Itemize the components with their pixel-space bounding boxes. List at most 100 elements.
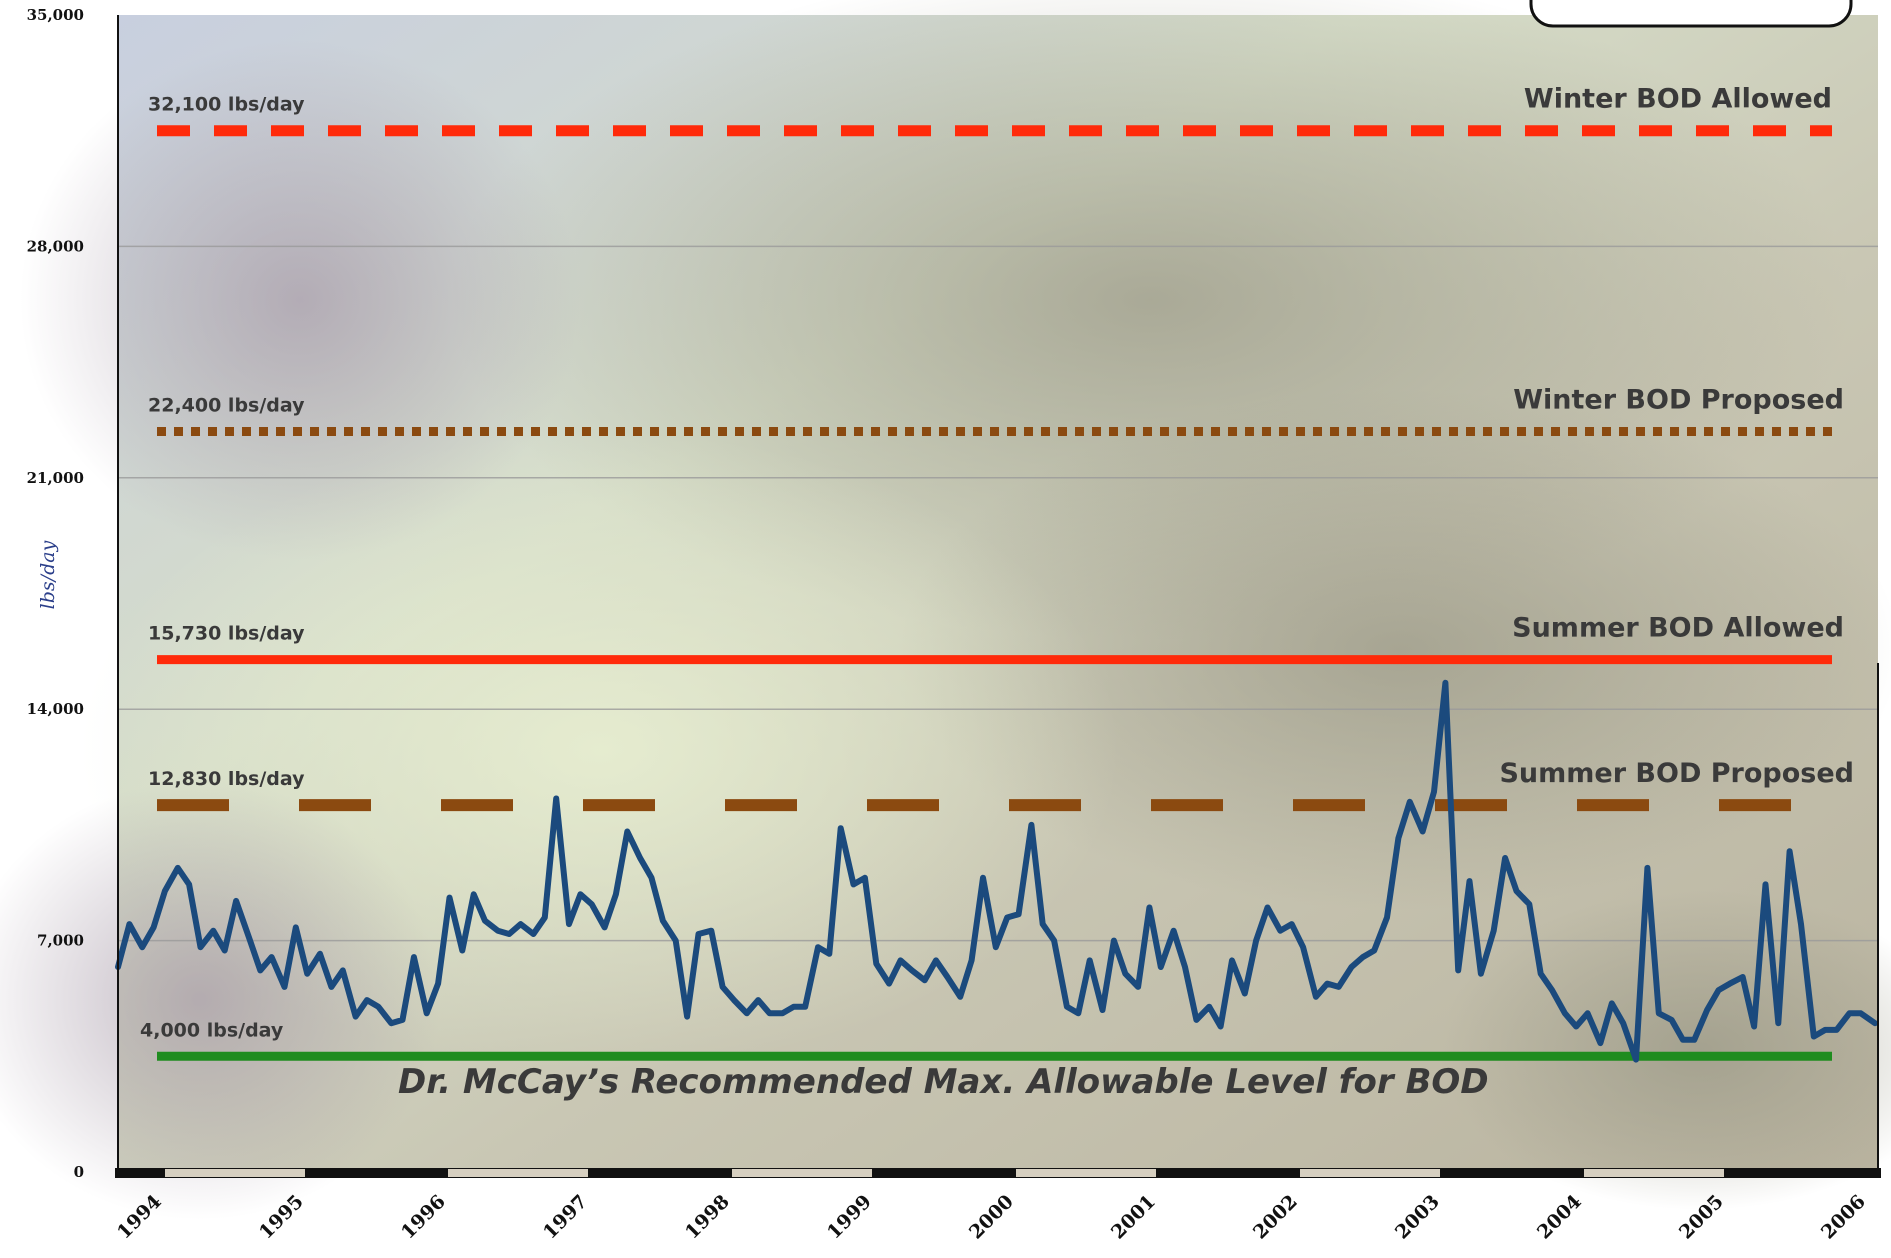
data-point (1717, 988, 1720, 992)
y-axis-label: lbs/day (37, 540, 59, 609)
data-point (1065, 1005, 1069, 1009)
data-point (401, 1018, 404, 1022)
data-point (1515, 889, 1518, 893)
data-point (127, 922, 131, 926)
data-point (839, 826, 843, 830)
y-tick-label: 35,000 (27, 6, 84, 24)
data-point (436, 982, 440, 986)
data-point (1005, 916, 1009, 919)
x-tick-label: 2002 (1249, 1191, 1302, 1244)
data-point (958, 995, 962, 999)
data-point (554, 797, 558, 800)
data-point (1492, 929, 1496, 933)
data-point (1101, 1008, 1104, 1012)
data-point (816, 945, 820, 949)
data-point (389, 1021, 393, 1025)
data-point (863, 876, 867, 880)
data-point (1574, 1025, 1578, 1028)
data-point (1764, 882, 1767, 886)
data-point (590, 902, 594, 906)
data-point (1076, 1011, 1080, 1015)
data-point (1337, 985, 1341, 989)
data-point (567, 922, 571, 926)
data-point (507, 932, 511, 936)
data-point (1136, 985, 1140, 989)
data-point (1835, 1028, 1839, 1032)
data-point (1421, 830, 1425, 833)
chart-caption: Dr. McCay’s Recommended Max. Allowable L… (398, 1062, 1489, 1102)
data-point (625, 830, 629, 833)
data-point (163, 889, 167, 893)
y-tick-label: 7,000 (37, 932, 84, 950)
data-point (223, 949, 227, 952)
data-point (1634, 1058, 1638, 1062)
data-point (1657, 1011, 1661, 1015)
data-point (1314, 995, 1318, 999)
data-point (1243, 992, 1247, 995)
data-point (732, 998, 736, 1002)
data-point (1503, 856, 1507, 860)
data-point (1621, 1021, 1625, 1025)
y-tick-label: 14,000 (27, 700, 84, 718)
data-point (1873, 1021, 1877, 1025)
data-point (1372, 949, 1376, 952)
data-point (318, 952, 322, 956)
reference-name-label: Winter BOD Allowed (1524, 84, 1832, 115)
data-point (910, 968, 914, 972)
data-point (1799, 922, 1803, 926)
data-point (1670, 1018, 1674, 1022)
data-point (1728, 982, 1732, 986)
data-point (1396, 836, 1400, 840)
reference-value-label: 32,100 lbs/day (148, 94, 305, 116)
data-point (697, 932, 700, 936)
data-point (899, 958, 902, 962)
data-point (1183, 965, 1187, 969)
data-point (1088, 958, 1092, 962)
x-tick-label: 2000 (965, 1191, 1018, 1244)
y-tick-label: 28,000 (27, 237, 84, 255)
data-point (970, 958, 974, 962)
data-point (874, 962, 878, 966)
data-point (234, 899, 238, 903)
data-point (531, 932, 535, 936)
data-point (756, 998, 760, 1002)
data-point (1456, 968, 1460, 972)
data-point (1823, 1028, 1827, 1032)
reference-name-label: Summer BOD Allowed (1512, 613, 1844, 644)
data-point (1172, 929, 1176, 933)
x-tick-label: 1998 (681, 1191, 734, 1244)
data-point (685, 1015, 689, 1019)
legend-box-fragment (1529, 0, 1853, 28)
data-point (1159, 965, 1163, 969)
data-point (887, 982, 891, 986)
data-point (1741, 975, 1745, 979)
reference-value-label: 4,000 lbs/day (140, 1019, 284, 1041)
data-point (425, 1011, 429, 1015)
data-point (329, 985, 333, 989)
data-point (1278, 929, 1282, 933)
y-tick-label: 0 (74, 1163, 84, 1181)
data-point (1705, 1008, 1709, 1012)
data-point (852, 882, 855, 886)
reference-value-label: 12,830 lbs/day (148, 768, 305, 790)
background-photo (0, 0, 1891, 1220)
data-point (1123, 972, 1127, 976)
data-point (496, 929, 500, 933)
data-point (674, 939, 678, 943)
data-point (1752, 1025, 1756, 1028)
y-tick-label: 21,000 (27, 469, 84, 487)
x-tick-label: 1997 (539, 1191, 592, 1244)
y-axis-ticks: 0 7,000 14,000 21,000 28,000 35,000 (27, 6, 84, 1181)
reference-value-label: 22,400 lbs/day (148, 395, 305, 417)
data-point (1859, 1011, 1863, 1015)
data-point (981, 876, 985, 880)
x-axis-band (115, 1168, 1881, 1178)
data-point (1692, 1038, 1696, 1042)
data-point (270, 955, 274, 959)
data-point (1645, 866, 1649, 870)
data-point (1301, 945, 1305, 949)
data-point (792, 1005, 796, 1009)
data-point (1325, 982, 1329, 986)
data-point (1527, 902, 1531, 906)
